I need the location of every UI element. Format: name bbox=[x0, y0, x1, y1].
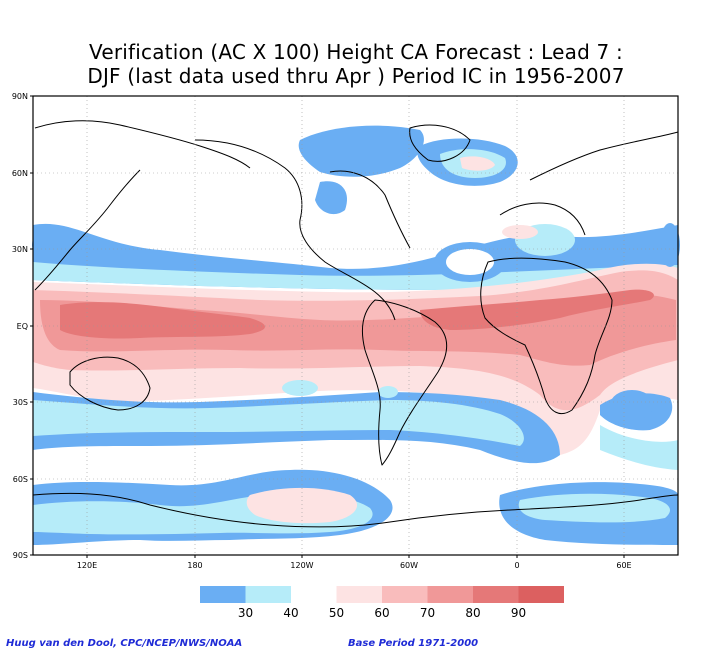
lat-label: 90S bbox=[13, 551, 28, 560]
map-panel bbox=[32, 95, 680, 556]
colorbar-swatch bbox=[200, 586, 246, 603]
lat-label: EQ bbox=[17, 322, 28, 331]
colorbar-swatch bbox=[518, 586, 564, 603]
colorbar-label: 90 bbox=[511, 606, 526, 620]
lat-label: 30S bbox=[13, 398, 28, 407]
lat-label: 60N bbox=[12, 169, 28, 178]
colorbar-swatch bbox=[336, 586, 382, 603]
lon-label: 120W bbox=[290, 561, 313, 570]
latitude-ticks bbox=[30, 95, 33, 556]
chart-title-line-2: DJF (last data used thru Apr ) Period IC… bbox=[87, 64, 625, 88]
lon-label: 0 bbox=[514, 561, 519, 570]
credit-base-period: Base Period 1971-2000 bbox=[348, 638, 479, 649]
lon-label: 60E bbox=[616, 561, 631, 570]
credit-author: Huug van den Dool, CPC/NCEP/NWS/NOAA bbox=[6, 638, 243, 649]
latitude-axis: 90N 60N 30N EQ 30S 60S 90S bbox=[12, 92, 28, 560]
colorbar-label: 40 bbox=[283, 606, 298, 620]
colorbar-swatch bbox=[291, 586, 337, 603]
lat-label: 60S bbox=[13, 475, 28, 484]
lon-label: 180 bbox=[187, 561, 202, 570]
colorbar-label: 70 bbox=[420, 606, 435, 620]
skill-shading bbox=[32, 125, 680, 545]
gridlines bbox=[33, 96, 678, 555]
colorbar-swatch bbox=[473, 586, 519, 603]
colorbar-swatch bbox=[427, 586, 473, 603]
colorbar-label: 80 bbox=[465, 606, 480, 620]
lat-label: 30N bbox=[12, 245, 28, 254]
colorbar-swatch bbox=[382, 586, 428, 603]
lon-label: 60W bbox=[400, 561, 418, 570]
colorbar-label: 50 bbox=[329, 606, 344, 620]
chart-title-line-1: Verification (AC X 100) Height CA Foreca… bbox=[89, 40, 623, 64]
colorbar-swatch bbox=[245, 586, 291, 603]
longitude-ticks bbox=[86, 555, 625, 558]
coastlines bbox=[32, 120, 679, 528]
colorbar-label: 60 bbox=[374, 606, 389, 620]
longitude-axis: 120E 180 120W 60W 0 60E bbox=[77, 561, 632, 570]
lon-label: 120E bbox=[77, 561, 97, 570]
lat-label: 90N bbox=[12, 92, 28, 101]
colorbar-label: 30 bbox=[238, 606, 253, 620]
colorbar: 30 40 50 60 70 80 90 bbox=[200, 586, 564, 620]
